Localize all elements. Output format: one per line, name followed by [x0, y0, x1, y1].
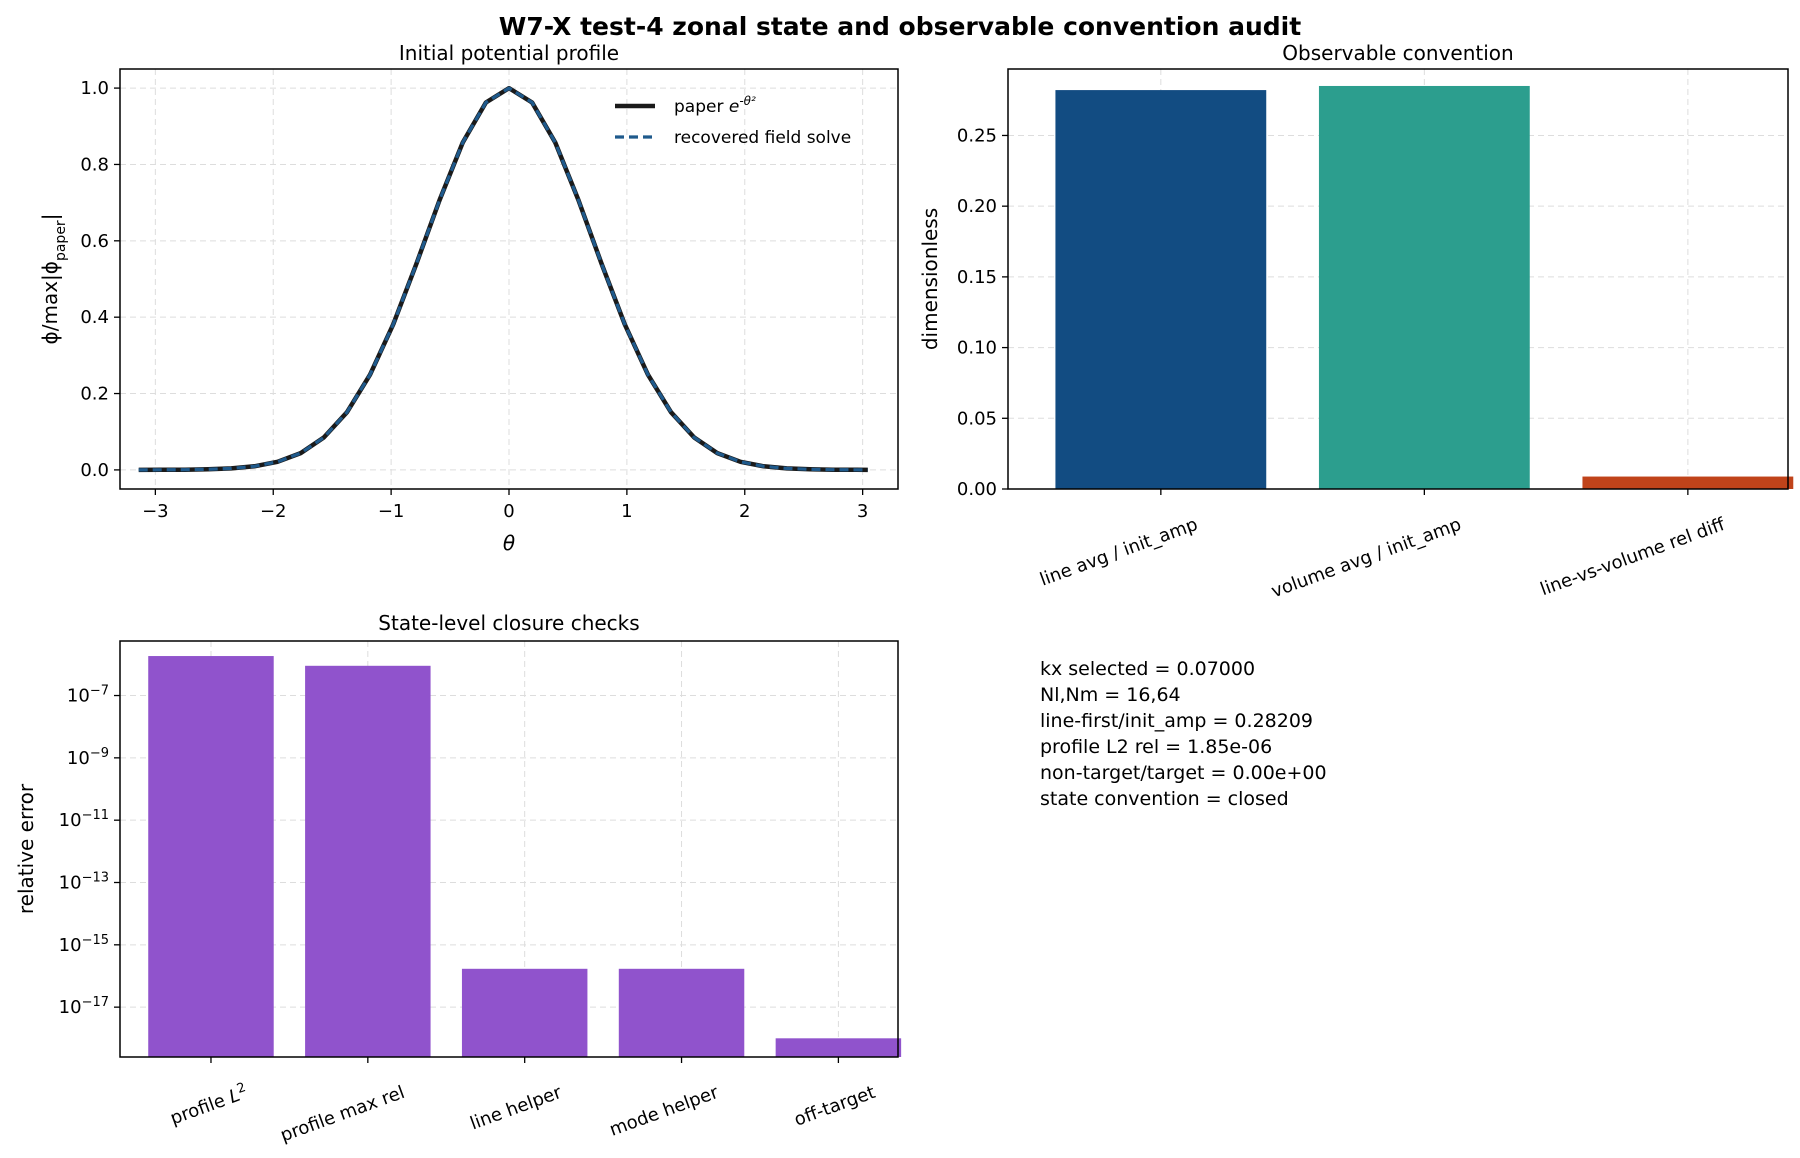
x-tick-label: −3 [142, 501, 169, 522]
y-tick-label: 0.8 [80, 154, 109, 175]
bar [305, 665, 431, 1057]
y-tick-label: 0.15 [957, 267, 997, 288]
x-tick-label: 2 [739, 501, 750, 522]
x-tick-label: 1 [621, 501, 632, 522]
y-axis-label: relative error [14, 783, 38, 914]
y-tick-label: 10−9 [67, 745, 109, 769]
chart-title: State-level closure checks [378, 611, 639, 635]
y-tick-label: 1.0 [80, 78, 109, 99]
chart-title: Initial potential profile [399, 41, 619, 65]
x-tick-label: −1 [378, 501, 405, 522]
x-tick-label: profile max rel [278, 1082, 408, 1146]
x-tick-label: profile L2 [167, 1080, 251, 1130]
x-tick-label: line-vs-volume rel diff [1538, 514, 1729, 600]
y-tick-label: 0.20 [957, 196, 997, 217]
bar [618, 968, 745, 1057]
y-tick-label: 10−7 [67, 683, 109, 707]
x-tick-label: line helper [467, 1082, 565, 1135]
x-tick-label: −2 [260, 501, 287, 522]
info-line: non-target/target = 0.00e+00 [1040, 762, 1327, 784]
bar [1055, 90, 1267, 490]
observable-bar-chart: 0.00 0.05 0.10 0.15 0.20 0.25 line avg / init_… [918, 41, 1794, 602]
y-tick-label: 0.05 [957, 408, 997, 429]
info-line: line-first/init_amp = 0.28209 [1040, 710, 1313, 732]
info-line: state convention = closed [1040, 788, 1289, 810]
y-tick-label: 0.00 [957, 479, 997, 500]
y-tick-label: 10−17 [59, 995, 109, 1019]
bar [1318, 85, 1530, 489]
y-tick-label: 0.25 [957, 125, 997, 146]
y-tick-label: 10−15 [59, 932, 109, 956]
bar [1582, 476, 1794, 489]
y-tick-label: 0.0 [80, 460, 109, 481]
x-tick-label: off-target [791, 1082, 878, 1131]
x-tick-label: line avg / init_amp [1037, 514, 1200, 591]
x-axis-label: θ [503, 531, 515, 555]
x-tick-label: mode helper [607, 1082, 722, 1141]
plot-frame [119, 640, 899, 1058]
legend-label: paper e-θ² [674, 94, 756, 117]
info-line: kx selected = 0.07000 [1040, 658, 1255, 680]
x-tick-label: 3 [857, 501, 868, 522]
info-box: kx selected = 0.07000 Nl,Nm = 16,64 line… [1040, 658, 1327, 810]
y-tick-label: 0.2 [80, 384, 109, 405]
y-tick-label: 0.6 [80, 231, 109, 252]
y-tick-label: 10−11 [59, 808, 109, 832]
chart-title: Observable convention [1282, 41, 1513, 65]
info-line: Nl,Nm = 16,64 [1040, 684, 1181, 706]
y-tick-label: 10−13 [59, 870, 109, 894]
legend-label: recovered field solve [674, 128, 851, 148]
series-line [138, 86, 868, 472]
y-axis-label: dimensionless [918, 208, 942, 350]
y-tick-label: 0.10 [957, 338, 997, 359]
y-axis-label: ϕ/max|ϕpaper| [38, 214, 69, 345]
info-line: profile L2 rel = 1.85e-06 [1040, 736, 1272, 758]
figure-suptitle: W7-X test-4 zonal state and observable c… [499, 12, 1301, 41]
bar [148, 656, 274, 1057]
closure-checks-bar-chart: 10−7 10−9 10−11 10−13 10−15 10−17 profile L2 pr… [14, 611, 902, 1146]
bar [775, 1038, 902, 1057]
x-tick-label: 0 [503, 501, 514, 522]
plot-frame [1007, 68, 1789, 490]
y-tick-label: 0.4 [80, 307, 109, 328]
plot-frame [119, 68, 899, 490]
bar [461, 968, 588, 1057]
x-tick-label: volume avg / init_amp [1268, 514, 1464, 602]
profile-line-chart: −3 −2 −1 0 1 2 3 0.0 0.2 0.4 0.6 0.8 1.0 Initial pote… [38, 41, 899, 555]
